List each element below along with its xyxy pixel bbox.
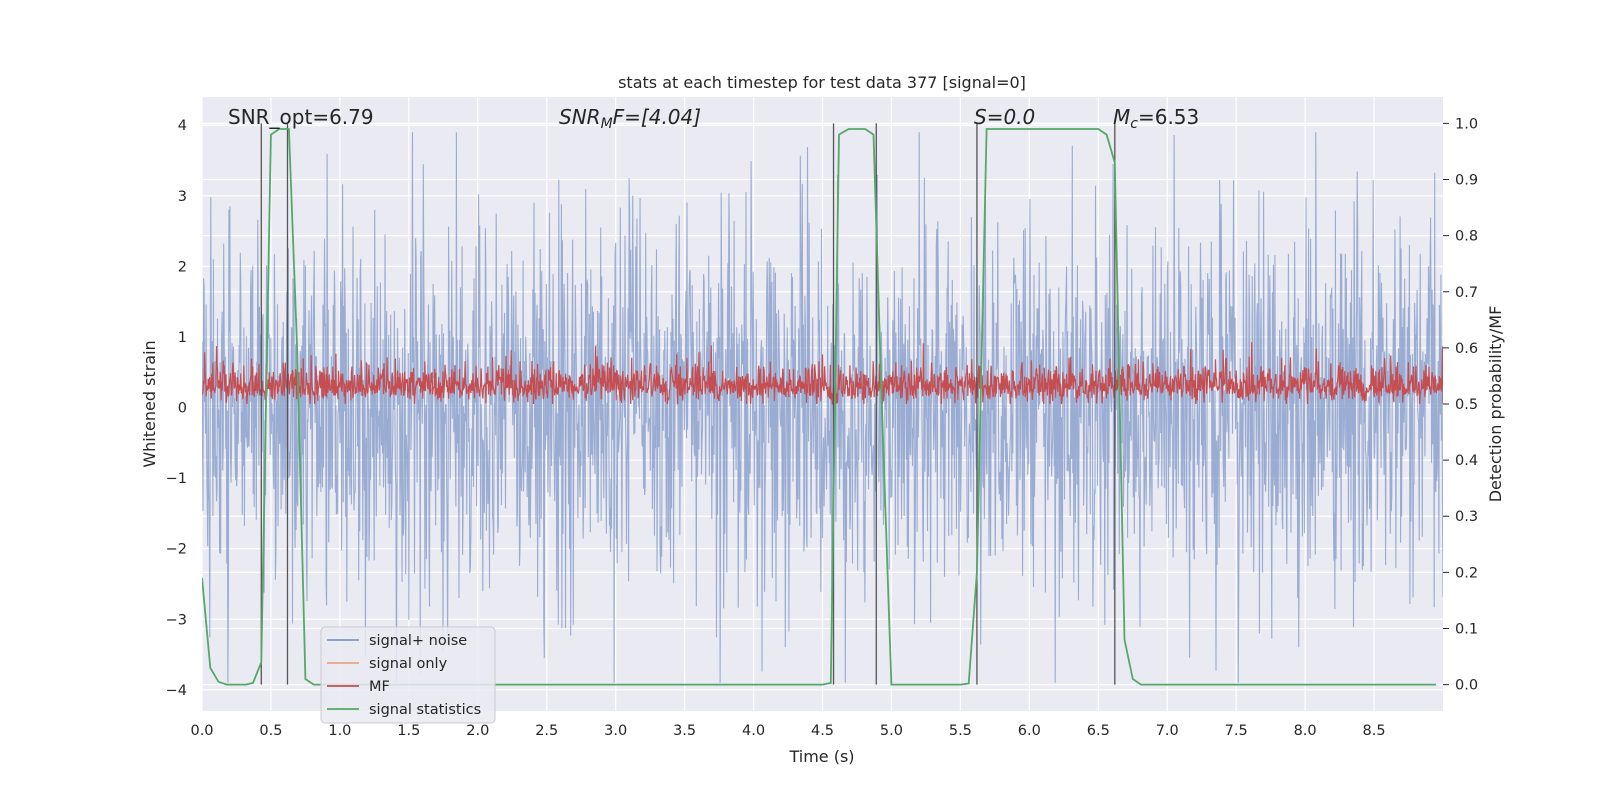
s-annotation: S=0.0 <box>974 105 1035 129</box>
x-tick-label: 6.0 <box>1018 723 1041 739</box>
x-tick-label: 0.0 <box>190 723 213 739</box>
mc-name: M <box>1113 105 1130 129</box>
y2-tick-label: 0.2 <box>1455 565 1478 581</box>
y-tick-label: 0 <box>178 401 187 417</box>
y-tick-label: −2 <box>166 542 187 558</box>
y-tick-label: 4 <box>178 118 187 134</box>
y2-tick-label: 0.7 <box>1455 285 1478 301</box>
mc-rest: =6.53 <box>1138 105 1199 129</box>
y-tick-label: −4 <box>166 683 187 699</box>
y2-tick-label: 0.3 <box>1455 509 1478 525</box>
x-tick-label: 6.5 <box>1087 723 1110 739</box>
legend-mf-label: MF <box>369 679 390 695</box>
y-axis-label: Whitened strain <box>140 340 159 467</box>
y2-tick-label: 0.6 <box>1455 341 1478 357</box>
x-axis-label: Time (s) <box>788 747 854 766</box>
legend-signal-statistics-label: signal statistics <box>369 702 481 718</box>
legend-signal-noise-label: signal+ noise <box>369 633 467 649</box>
chart-title: stats at each timestep for test data 377… <box>618 73 1026 92</box>
x-tick-label: 7.5 <box>1225 723 1248 739</box>
y2-tick-label: 0.4 <box>1455 453 1478 469</box>
snr-mf-annotation: SNRMF=[4.04] <box>559 105 701 132</box>
legend-box <box>320 626 496 724</box>
signal-noise-line <box>202 132 1443 683</box>
mc-annotation: Mc=6.53 <box>1113 105 1199 132</box>
x-tick-label: 4.0 <box>742 723 765 739</box>
y2-tick-label: 1.0 <box>1455 116 1478 132</box>
snr-opt-annotation: SNR_opt=6.79 <box>228 105 374 129</box>
y2-tick-label: 0.1 <box>1455 621 1478 637</box>
signal-statistics-line <box>202 128 1437 686</box>
x-tick-label: 2.5 <box>535 723 558 739</box>
y2-tick-label: 0.9 <box>1455 173 1478 189</box>
y-tick-label: 2 <box>178 259 187 275</box>
y-tick-label: −1 <box>166 471 187 487</box>
y2-tick-label: 0.8 <box>1455 229 1478 245</box>
snr-mf-name: SNR <box>559 105 601 129</box>
x-tick-label: 5.5 <box>949 723 972 739</box>
legend-signal-only-label: signal only <box>369 656 448 672</box>
annotations: SNR_opt=6.79 SNRMF=[4.04] S=0.0 Mc=6.53 <box>228 105 1199 132</box>
x-tick-label: 2.0 <box>466 723 489 739</box>
x-tick-label: 8.5 <box>1363 723 1386 739</box>
grid <box>201 97 1443 711</box>
x-tick-label: 5.0 <box>880 723 903 739</box>
x-tick-label: 3.0 <box>604 723 627 739</box>
x-tick-label: 7.0 <box>1156 723 1179 739</box>
legend: signal+ noise signal only MF signal statist… <box>320 626 496 724</box>
snr-mf-rest: F=[4.04] <box>613 105 701 129</box>
y-tick-label: −3 <box>166 612 187 628</box>
mc-sub: c <box>1130 116 1138 132</box>
y2-tick-label: 0.0 <box>1455 678 1478 694</box>
x-tick-label: 4.5 <box>811 723 834 739</box>
snr-mf-sub: M <box>601 116 613 132</box>
y-tick-label: 1 <box>178 330 187 346</box>
y2-axis-label: Detection probability/MF <box>1486 306 1505 503</box>
x-tick-label: 0.5 <box>259 723 282 739</box>
x-tick-label: 1.5 <box>397 723 420 739</box>
y-tick-label: 3 <box>178 189 187 205</box>
mf-line <box>202 342 1443 405</box>
x-tick-label: 8.0 <box>1294 723 1317 739</box>
x-tick-label: 1.0 <box>328 723 351 739</box>
y2-tick-label: 0.5 <box>1455 397 1478 413</box>
x-tick-label: 3.5 <box>673 723 696 739</box>
